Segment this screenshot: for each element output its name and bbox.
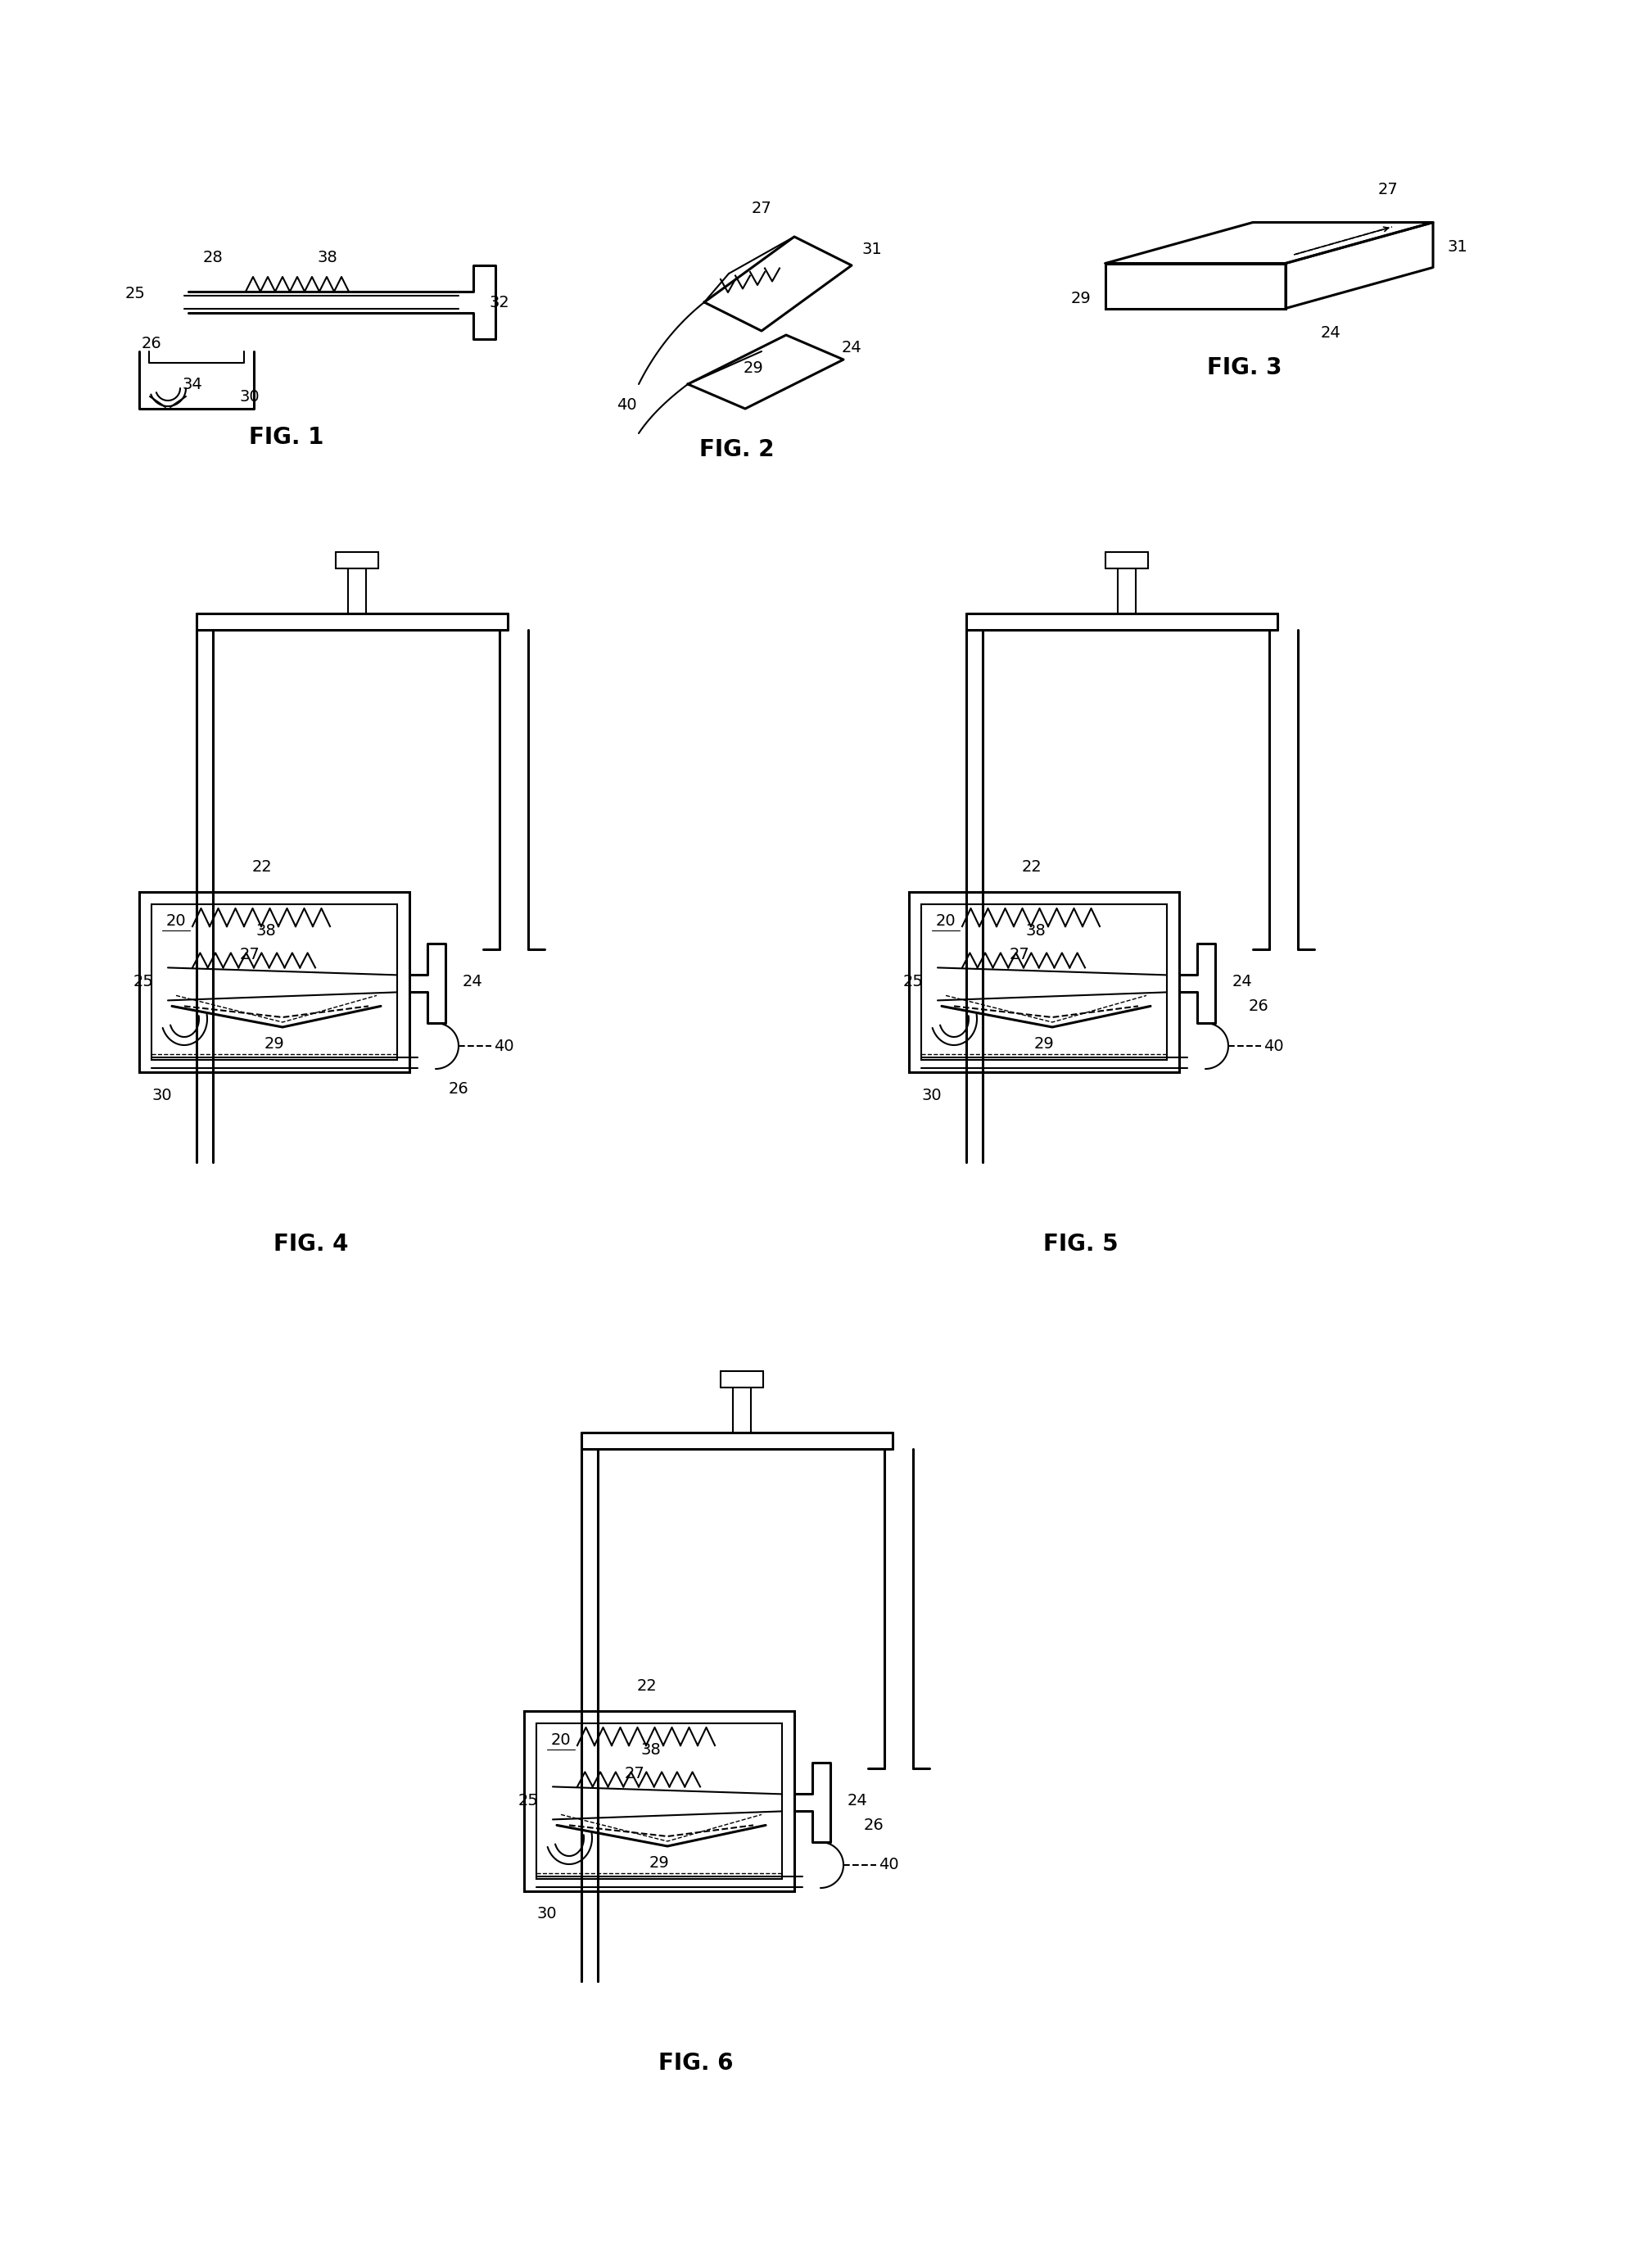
Text: 31: 31 xyxy=(1448,238,1467,254)
Text: 22: 22 xyxy=(636,1678,658,1694)
Text: 20: 20 xyxy=(166,912,186,928)
Text: 38: 38 xyxy=(256,923,276,939)
Text: 24: 24 xyxy=(842,340,862,356)
Bar xyxy=(909,891,1180,1073)
Text: 25: 25 xyxy=(126,286,145,302)
Text: 24: 24 xyxy=(1232,973,1252,989)
Text: 22: 22 xyxy=(1022,860,1041,875)
Bar xyxy=(139,891,410,1073)
Text: 38: 38 xyxy=(317,249,338,265)
Text: 32: 32 xyxy=(490,295,509,311)
Text: 25: 25 xyxy=(132,973,153,989)
Text: 26: 26 xyxy=(449,1082,468,1095)
Text: 30: 30 xyxy=(152,1086,173,1102)
Text: 27: 27 xyxy=(1377,181,1399,197)
Text: FIG. 1: FIG. 1 xyxy=(250,426,325,449)
Text: 31: 31 xyxy=(862,240,883,256)
Text: FIG. 6: FIG. 6 xyxy=(659,2053,733,2075)
Text: 40: 40 xyxy=(617,397,636,413)
Text: 27: 27 xyxy=(240,946,259,962)
Text: 25: 25 xyxy=(517,1794,539,1808)
Text: 38: 38 xyxy=(641,1742,661,1758)
Text: 26: 26 xyxy=(863,1817,885,1833)
Text: 30: 30 xyxy=(922,1086,942,1102)
Text: 38: 38 xyxy=(1027,923,1046,939)
Text: 22: 22 xyxy=(251,860,273,875)
Text: 29: 29 xyxy=(743,361,764,376)
Text: 26: 26 xyxy=(142,336,162,352)
Bar xyxy=(537,1724,782,1878)
Text: 24: 24 xyxy=(847,1794,868,1808)
Text: 29: 29 xyxy=(264,1036,284,1052)
Text: 27: 27 xyxy=(625,1767,645,1780)
Text: 28: 28 xyxy=(202,249,224,265)
Text: 24: 24 xyxy=(1320,324,1342,340)
Text: FIG. 3: FIG. 3 xyxy=(1208,356,1283,379)
Text: 25: 25 xyxy=(902,973,922,989)
Text: 27: 27 xyxy=(751,200,772,215)
Text: FIG. 2: FIG. 2 xyxy=(700,438,775,460)
Text: 20: 20 xyxy=(935,912,956,928)
Text: 24: 24 xyxy=(462,973,483,989)
Text: 40: 40 xyxy=(493,1039,514,1055)
Bar xyxy=(152,905,397,1059)
Text: 34: 34 xyxy=(183,376,202,392)
Text: 26: 26 xyxy=(1248,998,1268,1014)
Text: 29: 29 xyxy=(650,1855,669,1871)
Text: 29: 29 xyxy=(1035,1036,1054,1052)
Text: 20: 20 xyxy=(552,1733,571,1746)
Bar xyxy=(524,1710,795,1892)
Text: 40: 40 xyxy=(1263,1039,1283,1055)
Bar xyxy=(1105,263,1286,308)
Bar xyxy=(920,905,1167,1059)
Text: 29: 29 xyxy=(1071,290,1092,306)
Text: 30: 30 xyxy=(537,1907,557,1921)
Text: 40: 40 xyxy=(878,1857,899,1873)
Text: 30: 30 xyxy=(240,388,259,404)
Text: 27: 27 xyxy=(1009,946,1030,962)
Text: FIG. 4: FIG. 4 xyxy=(274,1234,349,1256)
Text: FIG. 5: FIG. 5 xyxy=(1043,1234,1118,1256)
